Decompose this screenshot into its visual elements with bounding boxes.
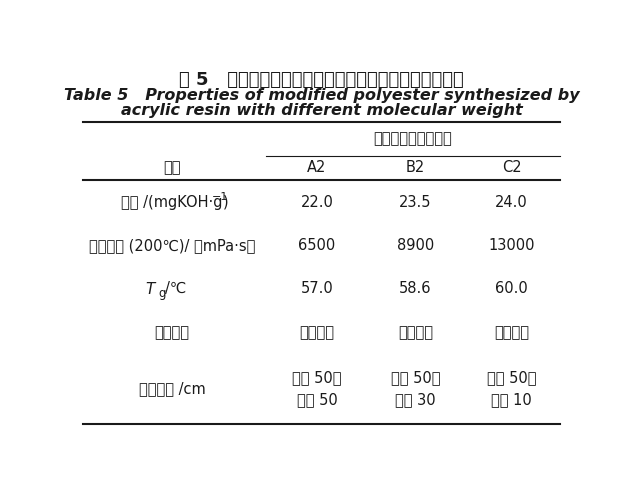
Text: 58.6: 58.6 — [399, 281, 432, 296]
Text: 正冲 50，
反冲 50: 正冲 50， 反冲 50 — [292, 370, 342, 408]
Text: C2: C2 — [502, 160, 521, 175]
Text: 熔融粘度 (200℃)/ （mPa·s）: 熔融粘度 (200℃)/ （mPa·s） — [89, 238, 256, 253]
Text: 表 5   不同分子量丙烯酸树脂中间体合成改性聚酯的性能: 表 5 不同分子量丙烯酸树脂中间体合成改性聚酯的性能 — [180, 71, 464, 88]
Text: 项目: 项目 — [163, 160, 181, 175]
Text: B2: B2 — [406, 160, 425, 175]
Text: 平整光滑: 平整光滑 — [300, 325, 335, 340]
Text: /℃: /℃ — [165, 281, 187, 296]
Text: 6500: 6500 — [298, 238, 335, 253]
Text: 板面外观: 板面外观 — [154, 325, 190, 340]
Text: 轻微橘皮: 轻微橘皮 — [398, 325, 433, 340]
Text: A2: A2 — [307, 160, 327, 175]
Text: $\it{T}$: $\it{T}$ — [146, 281, 158, 297]
Text: 抗冲击性 /cm: 抗冲击性 /cm — [139, 381, 205, 396]
Text: g: g — [158, 287, 166, 300]
Text: ): ) — [223, 194, 229, 210]
Text: 24.0: 24.0 — [495, 194, 528, 210]
Text: −1: −1 — [212, 192, 229, 202]
Text: 羟値 /(mgKOH·g: 羟値 /(mgKOH·g — [121, 194, 223, 210]
Text: 正冲 50，
反冲 10: 正冲 50， 反冲 10 — [487, 370, 536, 408]
Text: 23.5: 23.5 — [399, 194, 432, 210]
Text: 正冲 50，
反冲 30: 正冲 50， 反冲 30 — [391, 370, 440, 408]
Text: acrylic resin with different molecular weight: acrylic resin with different molecular w… — [121, 103, 522, 119]
Text: 60.0: 60.0 — [495, 281, 528, 296]
Text: 57.0: 57.0 — [301, 281, 333, 296]
Text: 丙烯酸改性羟基聚酯: 丙烯酸改性羟基聚酯 — [374, 132, 453, 146]
Text: 严重橘皮: 严重橘皮 — [494, 325, 529, 340]
Text: Table 5   Properties of modified polyester synthesized by: Table 5 Properties of modified polyester… — [64, 88, 580, 103]
Text: 22.0: 22.0 — [301, 194, 333, 210]
Text: 8900: 8900 — [397, 238, 434, 253]
Text: 13000: 13000 — [489, 238, 535, 253]
